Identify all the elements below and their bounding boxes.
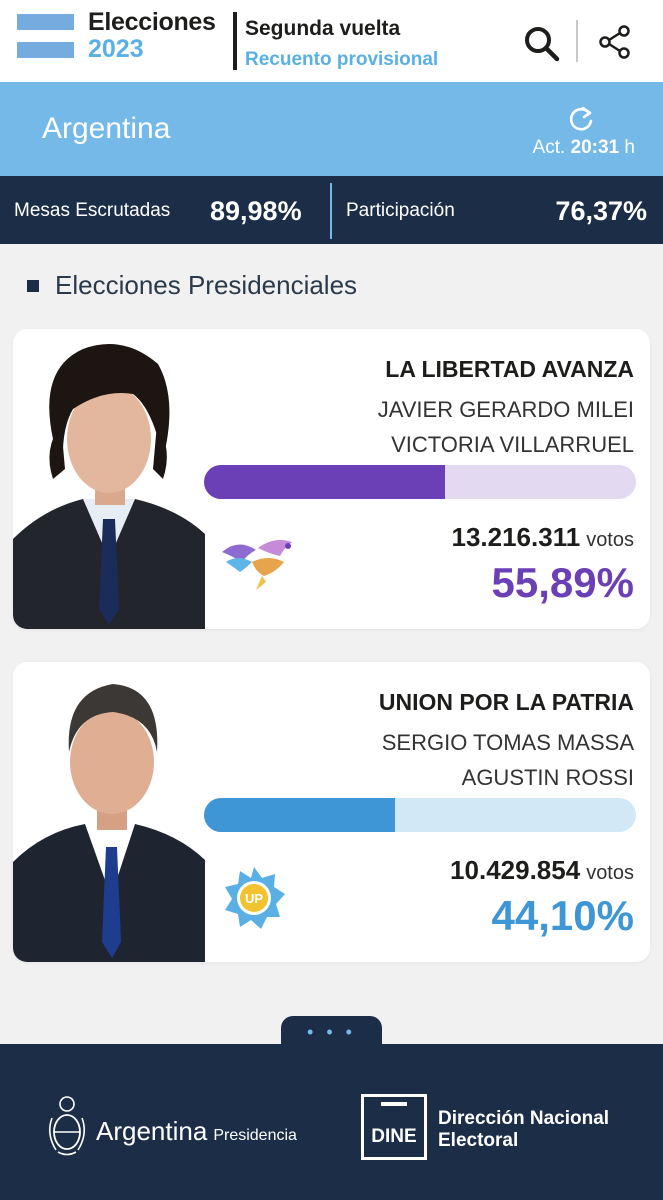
updated-time: 20:31 <box>570 137 620 158</box>
party-name: UNION POR LA PATRIA <box>378 689 634 715</box>
eagle-logo-icon <box>222 540 292 590</box>
section-bullet <box>27 280 39 292</box>
dine-logo-text: DINE <box>371 1126 416 1147</box>
more-options-tab[interactable]: • • • <box>281 1016 382 1046</box>
round-info: Segunda vuelta Recuento provisional <box>245 17 438 71</box>
candidate-card[interactable]: UNION POR LA PATRIA SERGIO TOMAS MASSA A… <box>13 662 650 962</box>
vote-percentage: 44,10% <box>491 892 634 939</box>
section-title: Elecciones Presidenciales <box>55 270 358 300</box>
candidate-card[interactable]: LA LIBERTAD AVANZA JAVIER GERARDO MILEI … <box>13 329 650 629</box>
coat-of-arms-icon <box>48 1096 86 1156</box>
footer <box>0 1044 663 1200</box>
region-bar: Argentina Act. 20:31 h <box>0 82 663 176</box>
vote-count-number: 13.216.311 <box>451 522 581 552</box>
vote-count: 13.216.311 votos <box>451 522 634 553</box>
vote-count-unit: votos <box>586 862 634 884</box>
up-sun-logo-icon: UP <box>225 867 285 929</box>
government-name: Argentina <box>96 1116 208 1146</box>
updated-label: Act. <box>532 137 566 158</box>
vote-share-fill <box>204 465 446 499</box>
more-dots-icon: • • • <box>307 1022 356 1042</box>
party-name: LA LIBERTAD AVANZA <box>385 356 634 382</box>
dine-name-line2: Electoral <box>438 1130 519 1151</box>
tables-label: Mesas Escrutadas <box>14 200 171 221</box>
participation-label: Participación <box>346 200 455 221</box>
last-updated: Act. 20:31 h <box>533 137 635 159</box>
government-brand[interactable]: Argentina Presidencia <box>96 1116 297 1147</box>
app-header: Elecciones 2023 Segunda vuelta Recuento … <box>0 0 663 82</box>
dine-logo[interactable]: DINE <box>361 1094 427 1160</box>
region-name[interactable]: Argentina <box>42 112 171 145</box>
dine-name-line1: Dirección Nacional <box>438 1108 610 1129</box>
round-subtitle: Recuento provisional <box>245 49 439 70</box>
dine-name[interactable]: Dirección Nacional Electoral <box>438 1108 609 1152</box>
header-icon-divider <box>576 20 578 62</box>
candidate-portrait-milei <box>13 329 205 629</box>
share-icon[interactable] <box>597 24 633 60</box>
vote-percentage: 55,89% <box>491 559 634 606</box>
round-title: Segunda vuelta <box>245 17 401 40</box>
svg-text:UP: UP <box>245 891 263 906</box>
president-name: SERGIO TOMAS MASSA <box>381 730 634 755</box>
vote-count-unit: votos <box>586 529 634 551</box>
argentina-flag-icon <box>17 14 74 58</box>
vice-president-name: AGUSTIN ROSSI <box>461 765 634 790</box>
brand-year: 2023 <box>88 35 144 63</box>
header-divider <box>233 12 237 70</box>
vote-share-fill <box>204 798 395 832</box>
search-icon[interactable] <box>522 24 560 62</box>
stats-divider <box>330 183 332 239</box>
stats-bar: Mesas Escrutadas 89,98% Participación 76… <box>0 176 663 244</box>
refresh-icon[interactable] <box>566 104 596 134</box>
tables-value: 89,98% <box>210 196 302 226</box>
vote-share-bar <box>204 465 636 499</box>
vote-count-number: 10.429.854 <box>450 855 581 885</box>
government-subtitle: Presidencia <box>213 1127 297 1144</box>
candidate-portrait-massa <box>13 662 205 962</box>
brand-title: Elecciones <box>88 8 216 36</box>
vote-count: 10.429.854 votos <box>450 855 634 886</box>
vote-share-bar <box>204 798 636 832</box>
participation-value: 76,37% <box>555 196 647 226</box>
updated-unit: h <box>624 137 635 158</box>
president-name: JAVIER GERARDO MILEI <box>377 397 634 422</box>
brand-logo[interactable]: Elecciones 2023 <box>88 10 216 62</box>
vice-president-name: VICTORIA VILLARRUEL <box>391 432 634 457</box>
